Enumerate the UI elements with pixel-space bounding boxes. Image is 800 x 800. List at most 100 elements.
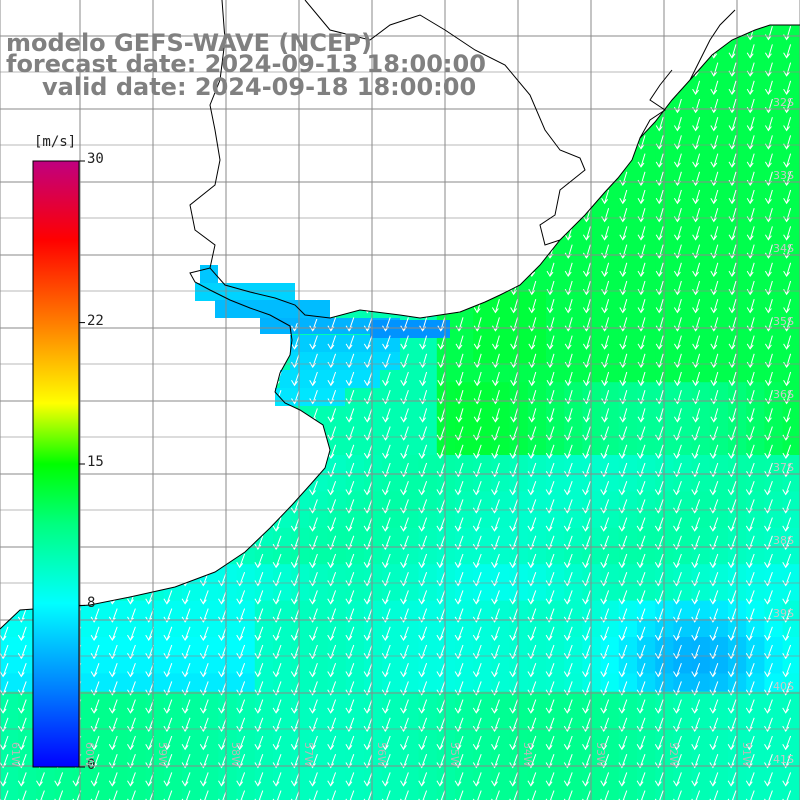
speed-cell bbox=[236, 618, 256, 638]
speed-cell bbox=[195, 283, 295, 301]
speed-cell bbox=[491, 728, 511, 747]
speed-cell bbox=[618, 327, 638, 347]
speed-cell bbox=[673, 709, 693, 729]
wind-arrow bbox=[619, 26, 628, 41]
wind-arrow bbox=[254, 590, 264, 605]
speed-cell bbox=[291, 509, 310, 529]
speed-cell bbox=[200, 509, 219, 529]
wind-arrow bbox=[582, 772, 591, 787]
speed-cell bbox=[0, 382, 19, 401]
speed-cell bbox=[473, 527, 492, 547]
speed-cell bbox=[455, 473, 474, 492]
speed-cell bbox=[291, 254, 310, 274]
longitude-label: 58W bbox=[229, 742, 242, 767]
wind-arrow bbox=[345, 590, 355, 605]
wind-arrow bbox=[436, 626, 446, 641]
wind-arrow bbox=[145, 208, 155, 223]
wind-arrow bbox=[17, 772, 27, 787]
wind-arrow bbox=[0, 517, 9, 532]
speed-cell bbox=[473, 655, 492, 674]
speed-cell bbox=[273, 764, 292, 784]
wind-arrow bbox=[491, 98, 500, 114]
wind-arrow bbox=[637, 262, 646, 277]
wind-arrow bbox=[655, 62, 664, 77]
speed-cell bbox=[218, 127, 238, 147]
speed-cell bbox=[655, 728, 674, 747]
speed-cell bbox=[254, 436, 274, 456]
wind-arrow bbox=[472, 772, 482, 787]
wind-arrow bbox=[291, 262, 300, 277]
wind-arrow bbox=[127, 772, 136, 787]
wind-arrow bbox=[637, 335, 646, 350]
wind-arrow bbox=[547, 8, 554, 21]
wind-arrow bbox=[291, 226, 300, 241]
wind-arrow bbox=[418, 735, 428, 751]
wind-arrow bbox=[181, 499, 191, 514]
speed-cell bbox=[182, 728, 201, 747]
speed-cell bbox=[491, 291, 511, 310]
wind-arrow bbox=[783, 262, 792, 277]
wind-arrow bbox=[254, 663, 264, 678]
wind-arrow bbox=[290, 754, 300, 769]
speed-cell bbox=[564, 491, 583, 511]
speed-cell bbox=[637, 400, 656, 420]
speed-cell bbox=[218, 600, 238, 620]
speed-cell bbox=[527, 618, 547, 638]
wind-arrow bbox=[491, 772, 500, 787]
wind-arrow bbox=[218, 408, 227, 423]
wind-arrow bbox=[673, 553, 682, 569]
speed-cell bbox=[200, 345, 219, 365]
speed-cell bbox=[491, 218, 511, 238]
speed-cell bbox=[109, 236, 128, 256]
wind-arrow bbox=[54, 772, 64, 787]
speed-cell bbox=[546, 400, 565, 420]
speed-cell bbox=[782, 709, 800, 729]
wind-arrow bbox=[345, 117, 355, 132]
wind-arrow bbox=[472, 517, 482, 532]
wind-arrow bbox=[327, 189, 337, 205]
speed-cell bbox=[709, 418, 729, 438]
speed-cell bbox=[655, 0, 674, 19]
speed-cell bbox=[637, 436, 656, 456]
speed-cell bbox=[709, 218, 729, 238]
speed-cell bbox=[473, 455, 492, 474]
speed-cell bbox=[400, 254, 420, 274]
speed-cell bbox=[327, 127, 347, 147]
wind-arrow bbox=[582, 754, 591, 769]
speed-cell bbox=[163, 728, 183, 747]
speed-cell bbox=[746, 509, 765, 529]
speed-cell bbox=[364, 436, 383, 456]
wind-arrow bbox=[290, 590, 300, 605]
wind-arrow bbox=[363, 208, 373, 223]
wind-arrow bbox=[728, 262, 737, 277]
speed-cell bbox=[491, 364, 511, 383]
speed-cell bbox=[618, 36, 638, 56]
wind-arrow bbox=[0, 408, 9, 423]
wind-arrow bbox=[782, 663, 792, 678]
speed-cell bbox=[782, 36, 800, 56]
wind-arrow bbox=[272, 153, 282, 168]
wind-arrow bbox=[563, 517, 573, 532]
speed-cell bbox=[527, 364, 547, 383]
speed-cell bbox=[273, 637, 292, 656]
wind-arrow bbox=[673, 26, 682, 41]
wind-arrow bbox=[691, 626, 701, 641]
speed-cell bbox=[436, 400, 456, 420]
speed-cell bbox=[509, 25, 529, 37]
wind-arrow bbox=[0, 772, 9, 787]
wind-arrow bbox=[290, 772, 300, 787]
wind-arrow bbox=[181, 171, 191, 186]
speed-cell bbox=[218, 254, 238, 274]
wind-arrow bbox=[545, 444, 555, 459]
speed-cell bbox=[91, 746, 110, 765]
wind-arrow bbox=[254, 153, 264, 168]
speed-cell bbox=[709, 163, 729, 183]
wind-arrow bbox=[254, 735, 264, 751]
wind-arrow bbox=[527, 553, 537, 569]
wind-arrow bbox=[764, 371, 773, 387]
wind-arrow bbox=[145, 317, 155, 332]
wind-arrow bbox=[545, 517, 555, 532]
wind-arrow bbox=[381, 790, 391, 800]
speed-cell bbox=[527, 345, 547, 365]
wind-arrow bbox=[236, 681, 246, 696]
